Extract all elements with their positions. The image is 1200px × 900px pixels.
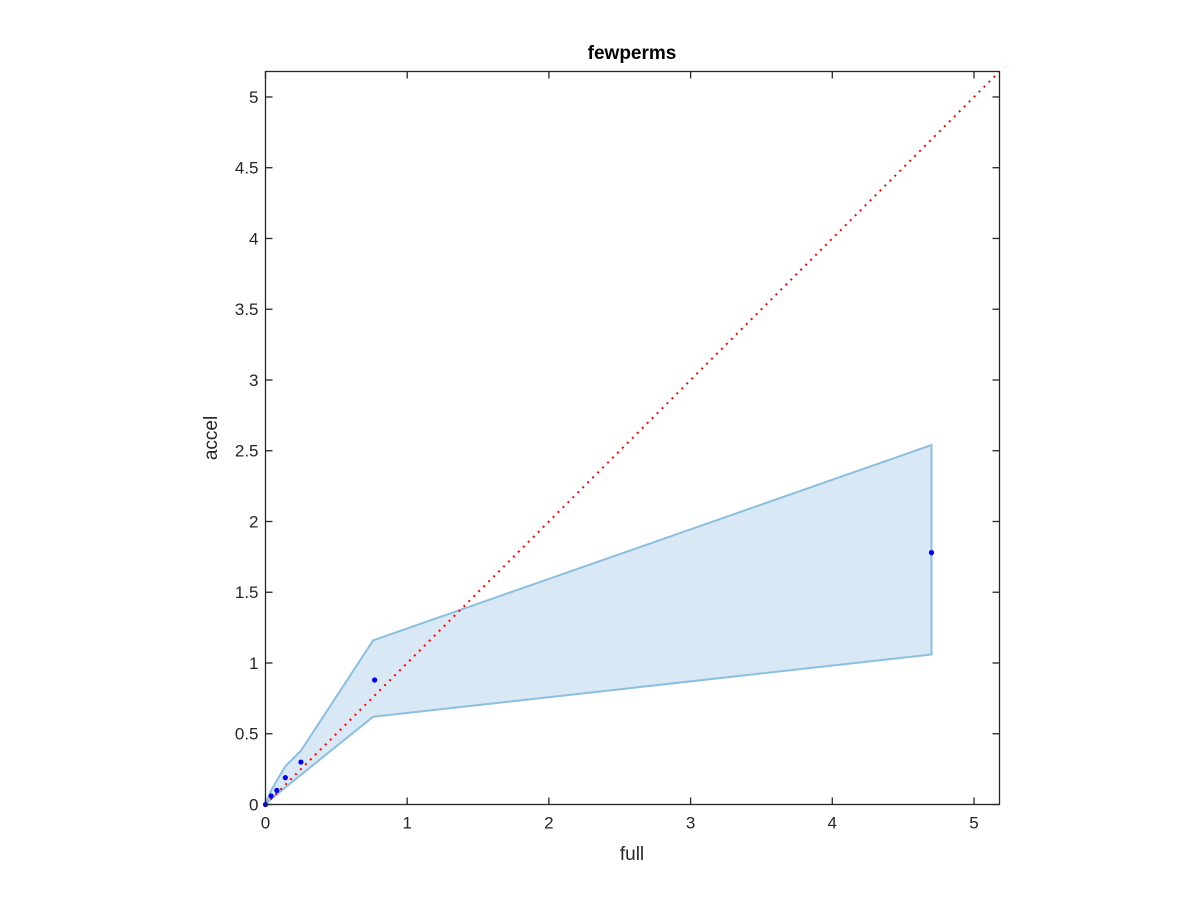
x-axis-label: full xyxy=(620,844,644,865)
y-tick-label: 0 xyxy=(249,796,258,815)
y-tick-labels: 0 0.5 1 1.5 2 2.5 3 3.5 4 4.5 5 xyxy=(235,88,259,815)
x-tick-labels: 0 1 2 3 4 5 xyxy=(261,814,979,833)
y-tick-label: 1 xyxy=(249,654,258,673)
data-point xyxy=(274,787,280,793)
y-tick-label: 0.5 xyxy=(235,725,259,744)
data-points xyxy=(262,550,935,808)
y-tick-label: 2.5 xyxy=(235,442,259,461)
confidence-band xyxy=(264,443,933,806)
x-tick-label: 0 xyxy=(261,814,270,833)
y-axis-label: accel xyxy=(201,416,222,460)
axes-box xyxy=(264,70,1001,806)
data-point xyxy=(268,793,274,799)
data-point xyxy=(372,677,378,683)
data-point xyxy=(298,759,304,765)
y-tick-label: 5 xyxy=(249,88,258,107)
identity-reference-line xyxy=(264,70,1001,806)
data-point xyxy=(282,775,288,781)
reference-line-layer xyxy=(264,70,1001,806)
x-tick-label: 5 xyxy=(969,814,978,833)
chart-title: fewperms xyxy=(588,43,677,64)
y-tick-label: 4 xyxy=(249,229,258,248)
x-tick-label: 1 xyxy=(402,814,411,833)
y-tick-label: 3 xyxy=(249,371,258,390)
x-tick-label: 2 xyxy=(544,814,553,833)
x-tick-label: 4 xyxy=(828,814,837,833)
y-tick-label: 3.5 xyxy=(235,300,259,319)
y-tick-label: 1.5 xyxy=(235,583,259,602)
data-point xyxy=(928,550,935,556)
y-tick-label: 2 xyxy=(249,512,258,531)
x-tick-label: 3 xyxy=(686,814,695,833)
band-polygon xyxy=(264,443,933,806)
y-tick-label: 4.5 xyxy=(235,159,259,178)
tick-marks xyxy=(264,71,1000,806)
